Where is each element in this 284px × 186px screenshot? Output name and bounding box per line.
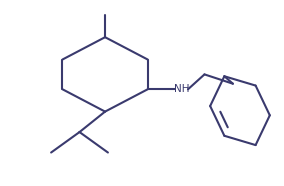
- Text: NH: NH: [174, 84, 189, 94]
